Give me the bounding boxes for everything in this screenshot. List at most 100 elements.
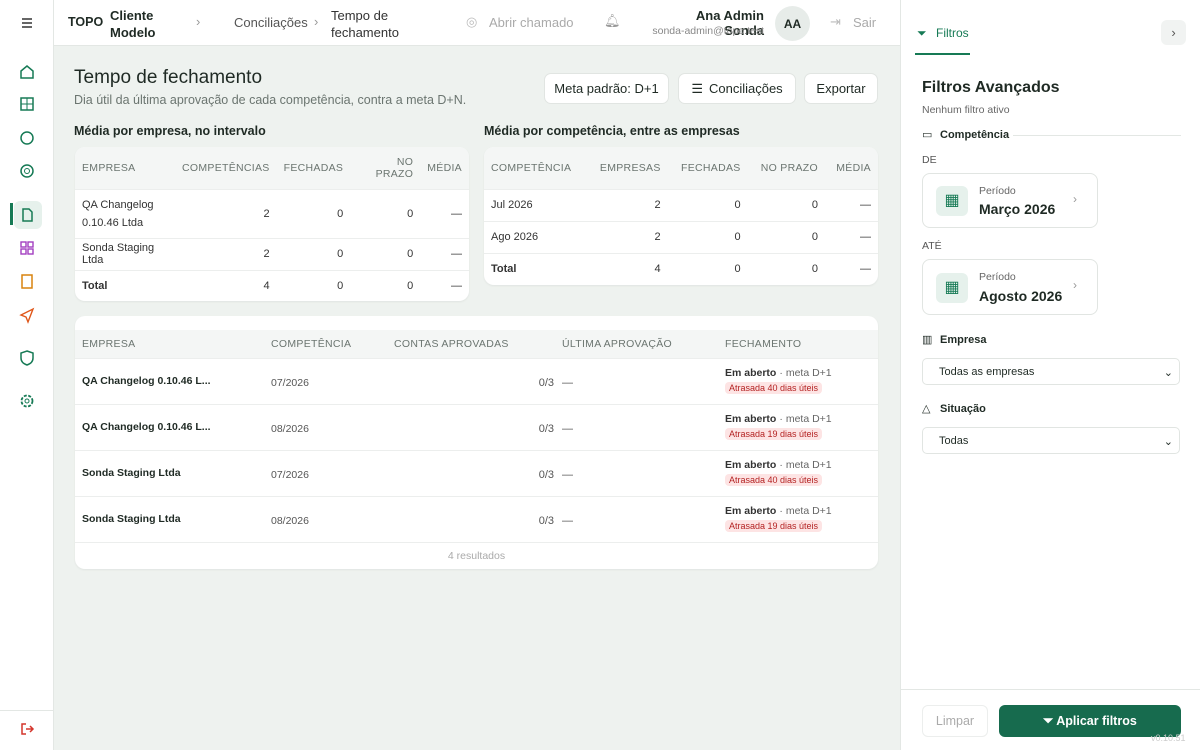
caret: ⌄ [1163, 436, 1173, 448]
to-card[interactable]: ▦ Período Agosto 2026 › [922, 259, 1098, 315]
bell[interactable]: 🔔︎ [604, 13, 621, 28]
active-marker [10, 203, 13, 225]
status: Em aberto [725, 366, 777, 379]
help-icon[interactable] [17, 128, 37, 148]
home-icon[interactable] [17, 62, 37, 82]
topbar: TOPO Cliente Modelo › Conciliações › Tem… [54, 0, 900, 46]
status: Em aberto [725, 504, 777, 517]
apply-button[interactable]: ⏷ Aplicar filtros [999, 705, 1181, 737]
column-header: COMPETÊNCIAS [175, 147, 277, 189]
version: v0.10.51 [1151, 733, 1186, 743]
results-table: EMPRESA COMPETÊNCIA CONTAS APROVADAS ÚLTIMA… [75, 330, 878, 542]
from-card[interactable]: ▦ Período Março 2026 › [922, 173, 1098, 228]
logout[interactable]: Sair [853, 15, 877, 30]
table-row: QA Changelog 0.10.46 L... 07/2026 0/3 — Em a… [75, 357, 878, 404]
divider [901, 689, 1200, 690]
last-approval: — [562, 376, 573, 389]
cell: Ago 2026 [484, 220, 587, 253]
period-value: Março 2026 [979, 201, 1056, 217]
column-header: FECHADAS [276, 147, 351, 189]
section-title: Média por competência, entre as empresas [484, 124, 740, 138]
sep: › [314, 14, 319, 29]
value: Todas [939, 435, 969, 447]
competence: 07/2026 [271, 468, 309, 481]
support-icon[interactable] [17, 161, 37, 181]
status: Em aberto [725, 412, 777, 425]
avatar[interactable]: AA [775, 6, 810, 41]
table-row: Jul 2026 2 0 0— [484, 188, 878, 221]
section-label: Situação [940, 403, 986, 415]
cell: Sonda Staging Ltda [75, 449, 264, 496]
cell: — [420, 237, 469, 270]
client[interactable]: Cliente Modelo [110, 8, 156, 40]
cell: 0 [747, 188, 825, 221]
active-bg [14, 201, 42, 229]
column-header: MÉDIA [824, 147, 878, 189]
clear-button[interactable]: Limpar [922, 705, 988, 737]
apps-icon[interactable] [17, 238, 37, 258]
chevron: › [1073, 192, 1077, 206]
calendar-icon: ▭ [922, 129, 933, 141]
table-row: Ago 2026 2 0 0— [484, 220, 878, 253]
cell: 0 [276, 188, 351, 238]
grid-icon[interactable] [17, 94, 37, 114]
last-approval: — [562, 422, 573, 435]
breadcrumb[interactable]: Conciliações [234, 15, 308, 30]
divider [1013, 135, 1181, 136]
settings-icon[interactable] [17, 391, 37, 411]
export-button[interactable]: Exportar [804, 73, 878, 104]
column-header: FECHAMENTO [718, 330, 878, 358]
column-header: FECHADAS [667, 147, 748, 189]
meta-button[interactable]: Meta padrão: D+1 [544, 73, 669, 104]
summary-table: COMPETÊNCIA EMPRESAS FECHADAS NO PRAZO MÉDIA… [484, 147, 878, 285]
company: Sonda Staging Ltda [82, 466, 181, 479]
target: · meta D+1 [779, 412, 832, 425]
situation-select[interactable]: Todas ⌄ [922, 427, 1180, 454]
menu-icon[interactable] [17, 13, 37, 33]
cell: — [555, 449, 718, 496]
cell: — [824, 252, 878, 285]
open-ticket[interactable]: Abrir chamado [489, 15, 574, 30]
table-row: Total 4 0 0— [484, 252, 878, 285]
cell: QA Changelog 0.10.46 L... [75, 403, 264, 450]
table-row: Sonda Staging Ltda 2 0 0— [75, 237, 469, 270]
filter-tab[interactable]: Filtros [936, 26, 969, 40]
filter-panel: ⏷ Filtros › Filtros Avançados Nenhum fil… [900, 0, 1200, 750]
cell: — [555, 495, 718, 542]
brand[interactable]: TOPO [68, 15, 104, 29]
column-header: COMPETÊNCIA [484, 147, 587, 189]
user-email: sonda-admin@topo.test [652, 25, 764, 37]
doc-icon[interactable] [17, 205, 37, 225]
reconciliation-button[interactable]: ☰ Conciliações [678, 73, 796, 104]
table-row: Sonda Staging Ltda 08/2026 0/3 — Em aberto ·… [75, 495, 878, 542]
period-value: Agosto 2026 [979, 288, 1063, 304]
logout-icon: ⇥ [830, 14, 841, 29]
delay-badge: Atrasada 40 dias úteis [725, 473, 823, 486]
target: · meta D+1 [779, 504, 832, 517]
caret: ⌄ [1163, 367, 1173, 379]
cell: 0 [667, 220, 748, 253]
header-row: EMPRESA COMPETÊNCIAS FECHADAS NO PRAZO MÉDIA [75, 147, 469, 189]
ticket-icon: ◎ [466, 14, 478, 29]
user-name: Ana Admin Sonda [695, 8, 764, 38]
cell: 0 [276, 269, 351, 301]
period-card: COMPETÊNCIA EMPRESAS FECHADAS NO PRAZO MÉDIA… [484, 147, 878, 285]
competence: 08/2026 [271, 422, 309, 435]
cell: Em aberto · meta D+1 Atrasada 19 dias úte… [718, 403, 878, 450]
shield-icon[interactable] [17, 348, 37, 368]
clipboard-icon[interactable] [17, 271, 37, 291]
cell: — [555, 357, 718, 404]
send-icon[interactable] [17, 305, 37, 325]
cell: — [824, 220, 878, 253]
cell: 0 [747, 220, 825, 253]
delay-badge: Atrasada 19 dias úteis [725, 427, 823, 440]
company-select[interactable]: Todas as empresas ⌄ [922, 358, 1180, 385]
delay-badge: Atrasada 19 dias úteis [725, 519, 823, 532]
collapse-button[interactable]: › [1161, 20, 1186, 45]
tab-underline [915, 53, 970, 55]
delay-badge: Atrasada 40 dias úteis [725, 381, 823, 394]
cell: 08/2026 [264, 403, 387, 450]
logout-icon[interactable] [17, 719, 37, 739]
competence: 07/2026 [271, 376, 309, 389]
column-header: NO PRAZO [350, 147, 421, 189]
